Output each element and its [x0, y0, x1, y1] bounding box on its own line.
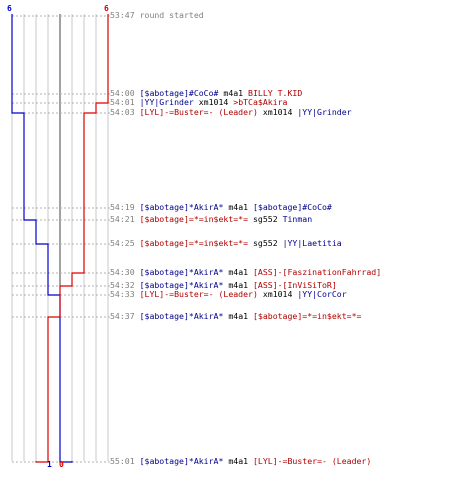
blue-team-start-count: 6 — [7, 4, 12, 13]
event-row: 54:03 [LYL]-=Buster=- (Leader) xm1014 |Y… — [110, 108, 352, 117]
event-victim: Tinman — [282, 214, 313, 224]
event-row: 54:19 [$abotage]*AkirA* m4a1 [$abotage]#… — [110, 203, 332, 212]
event-victim: BILLY T.KID — [248, 88, 303, 98]
event-victim: [ASS]-[InViSiToR] — [252, 280, 337, 290]
event-killer: [$abotage]=*=in$ekt=*= — [139, 214, 249, 224]
event-killer: [$abotage]*AkirA* — [139, 267, 224, 277]
red-team-end-count: 0 — [59, 460, 64, 469]
red-team-start-count: 6 — [104, 4, 109, 13]
event-time: 55:01 — [110, 456, 135, 466]
event-killer: [$abotage]*AkirA* — [139, 202, 224, 212]
event-weapon: m4a1 — [223, 280, 253, 290]
event-time: 54:00 — [110, 88, 135, 98]
event-time: 54:19 — [110, 202, 135, 212]
event-victim: [$abotage]=*=in$ekt=*= — [252, 311, 362, 321]
event-killer: [$abotage]=*=in$ekt=*= — [139, 238, 249, 248]
event-killer: [$abotage]*AkirA* — [139, 456, 224, 466]
event-weapon: m4a1 — [218, 88, 249, 98]
event-weapon: m4a1 — [223, 311, 253, 321]
event-row: 54:37 [$abotage]*AkirA* m4a1 [$abotage]=… — [110, 312, 361, 321]
event-victim: >bTCa$Akira — [233, 97, 288, 107]
event-victim: [LYL]-=Buster=- (Leader) — [252, 456, 372, 466]
blue-team-alive-series — [11, 14, 73, 463]
event-time: 54:30 — [110, 267, 135, 277]
event-row: 54:32 [$abotage]*AkirA* m4a1 [ASS]-[InVi… — [110, 281, 337, 290]
event-time: 54:37 — [110, 311, 135, 321]
event-time: 54:33 — [110, 289, 135, 299]
event-weapon: xm1014 — [257, 289, 298, 299]
event-time: 54:21 — [110, 214, 135, 224]
event-weapon: xm1014 — [193, 97, 234, 107]
event-message: round started — [139, 10, 204, 20]
event-killer: [LYL]-=Buster=- (Leader) — [139, 289, 258, 299]
event-victim: |YY|Laetitia — [282, 238, 342, 248]
event-time: 54:03 — [110, 107, 135, 117]
event-row: 55:01 [$abotage]*AkirA* m4a1 [LYL]-=Bust… — [110, 457, 371, 466]
event-time: 54:25 — [110, 238, 135, 248]
event-victim: [ASS]-[FaszinationFahrrad] — [252, 267, 382, 277]
event-victim: |YY|CorCor — [297, 289, 347, 299]
event-weapon: m4a1 — [223, 267, 253, 277]
event-row: 54:21 [$abotage]=*=in$ekt=*= sg552 Tinma… — [110, 215, 312, 224]
event-weapon: m4a1 — [223, 456, 253, 466]
event-time: 53:47 — [110, 10, 135, 20]
event-killer: [LYL]-=Buster=- (Leader) — [139, 107, 258, 117]
red-team-alive-series — [35, 14, 109, 463]
event-killer: |YY|Grinder — [139, 97, 194, 107]
event-killer: [$abotage]*AkirA* — [139, 280, 224, 290]
event-time: 54:01 — [110, 97, 135, 107]
event-row: 53:47 round started — [110, 11, 204, 20]
event-victim: [$abotage]#CoCo# — [252, 202, 332, 212]
event-weapon: sg552 — [248, 238, 283, 248]
event-weapon: xm1014 — [257, 107, 298, 117]
event-row: 54:30 [$abotage]*AkirA* m4a1 [ASS]-[Fasz… — [110, 268, 381, 277]
blue-team-end-count: 1 — [47, 460, 52, 469]
event-row: 54:00 [$abotage]#CoCo# m4a1 BILLY T.KID — [110, 89, 302, 98]
event-killer: [$abotage]#CoCo# — [139, 88, 219, 98]
event-row: 54:25 [$abotage]=*=in$ekt=*= sg552 |YY|L… — [110, 239, 342, 248]
event-time: 54:32 — [110, 280, 135, 290]
event-victim: |YY|Grinder — [297, 107, 352, 117]
event-row: 54:33 [LYL]-=Buster=- (Leader) xm1014 |Y… — [110, 290, 347, 299]
event-weapon: m4a1 — [223, 202, 253, 212]
event-weapon: sg552 — [248, 214, 283, 224]
event-row: 54:01 |YY|Grinder xm1014 >bTCa$Akira — [110, 98, 288, 107]
event-killer: [$abotage]*AkirA* — [139, 311, 224, 321]
